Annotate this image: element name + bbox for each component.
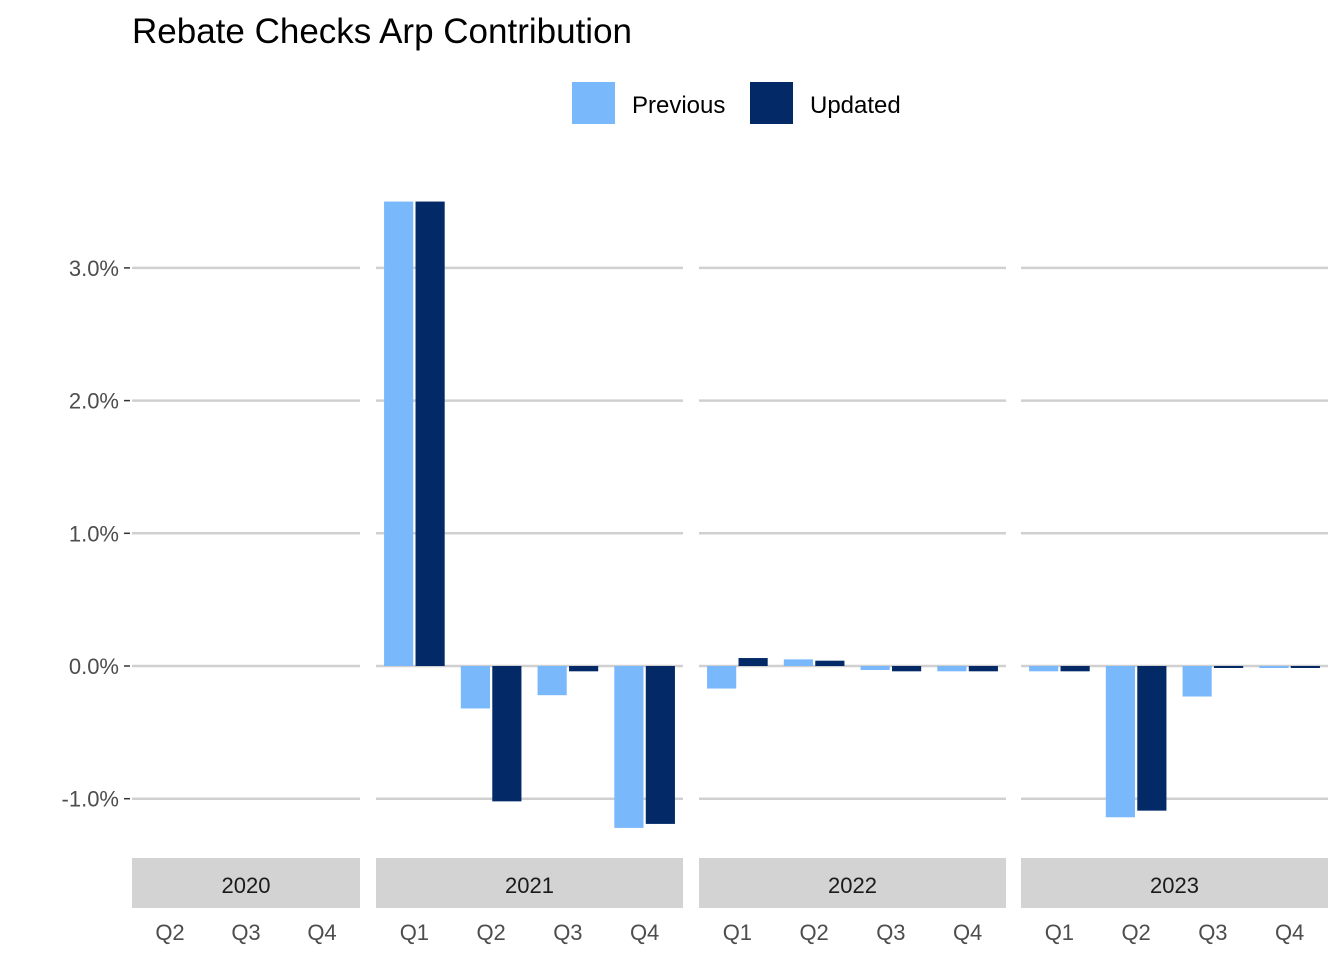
x-tick-label: Q2 [1121,920,1150,945]
y-axis: -1.0% 0.0% 1.0% 2.0% 3.0% [62,256,130,812]
bar-2021-q1-previous [384,201,414,667]
bar-2022-q3-previous [860,666,890,670]
x-tick-label: Q4 [630,920,659,945]
x-tick-label: Q2 [155,920,184,945]
facet-strip [132,858,360,908]
chart-title: Rebate Checks Arp Contribution [132,12,632,51]
y-tick-label: -1.0% [62,787,119,812]
bar-2021-q1-updated [415,201,445,667]
y-tick-label: 3.0% [69,256,119,281]
bar-2022-q1-previous [707,666,737,689]
x-tick-label: Q3 [876,920,905,945]
bar-2021-q4-previous [614,666,644,828]
x-tick-label: Q4 [953,920,982,945]
legend-swatch-previous [572,82,615,124]
bar-2023-q1-updated [1060,666,1090,672]
y-tick-label: 2.0% [69,389,119,414]
bar-2021-q2-previous [460,666,490,709]
x-tick-label: Q4 [1275,920,1304,945]
bar-2022-q2-previous [783,659,813,666]
x-tick-label: Q1 [1045,920,1074,945]
x-tick-label: Q2 [476,920,505,945]
y-tick-label: 1.0% [69,521,119,546]
bar-2023-q4-updated [1290,666,1320,668]
bar-2022-q1-updated [738,658,768,666]
x-tick-label: Q1 [400,920,429,945]
bar-2023-q2-updated [1137,666,1167,811]
legend-swatch-updated [750,82,793,124]
facet-panel-2022: Q1 Q2 Q3 Q4 2022 [699,266,1006,945]
x-tick-label: Q2 [799,920,828,945]
x-tick-label: Q3 [553,920,582,945]
legend-label-updated: Updated [810,92,901,119]
bar-2023-q1-previous [1029,666,1059,672]
facet-strip-label: 2022 [828,873,877,898]
bar-2022-q4-updated [968,666,998,672]
bar-2022-q3-updated [892,666,922,672]
facet-panel-2020: Q2 Q3 Q4 2020 [132,266,360,945]
legend: Previous Updated [572,82,901,124]
facet-panels: Q2 Q3 Q4 2020 Q1 Q2 Q3 Q4 2021 Q1 Q2 Q3 Q4 2022 Q1 Q2 Q3… [132,201,1328,945]
facet-strip [1021,858,1328,908]
bar-2021-q2-updated [492,666,522,802]
bar-2021-q3-previous [537,666,567,696]
bar-2022-q4-previous [937,666,967,672]
x-tick-label: Q3 [1198,920,1227,945]
x-tick-label: Q1 [723,920,752,945]
facet-strip [376,858,683,908]
facet-strip [699,858,1006,908]
bar-2021-q4-updated [645,666,675,824]
x-tick-label: Q4 [307,920,336,945]
facet-strip-label: 2020 [222,873,271,898]
facet-panel-2023: Q1 Q2 Q3 Q4 2023 [1021,266,1328,945]
facet-panel-2021: Q1 Q2 Q3 Q4 2021 [376,201,683,945]
bar-2023-q2-previous [1105,666,1135,818]
legend-label-previous: Previous [632,92,725,119]
x-tick-label: Q3 [231,920,260,945]
facet-strip-label: 2023 [1150,873,1199,898]
bar-2023-q4-previous [1259,666,1289,668]
bar-2021-q3-updated [569,666,599,672]
bar-2022-q2-updated [815,660,845,666]
bar-2023-q3-updated [1214,666,1244,668]
bar-2023-q3-previous [1182,666,1212,697]
facet-strip-label: 2021 [505,873,554,898]
y-tick-label: 0.0% [69,654,119,679]
